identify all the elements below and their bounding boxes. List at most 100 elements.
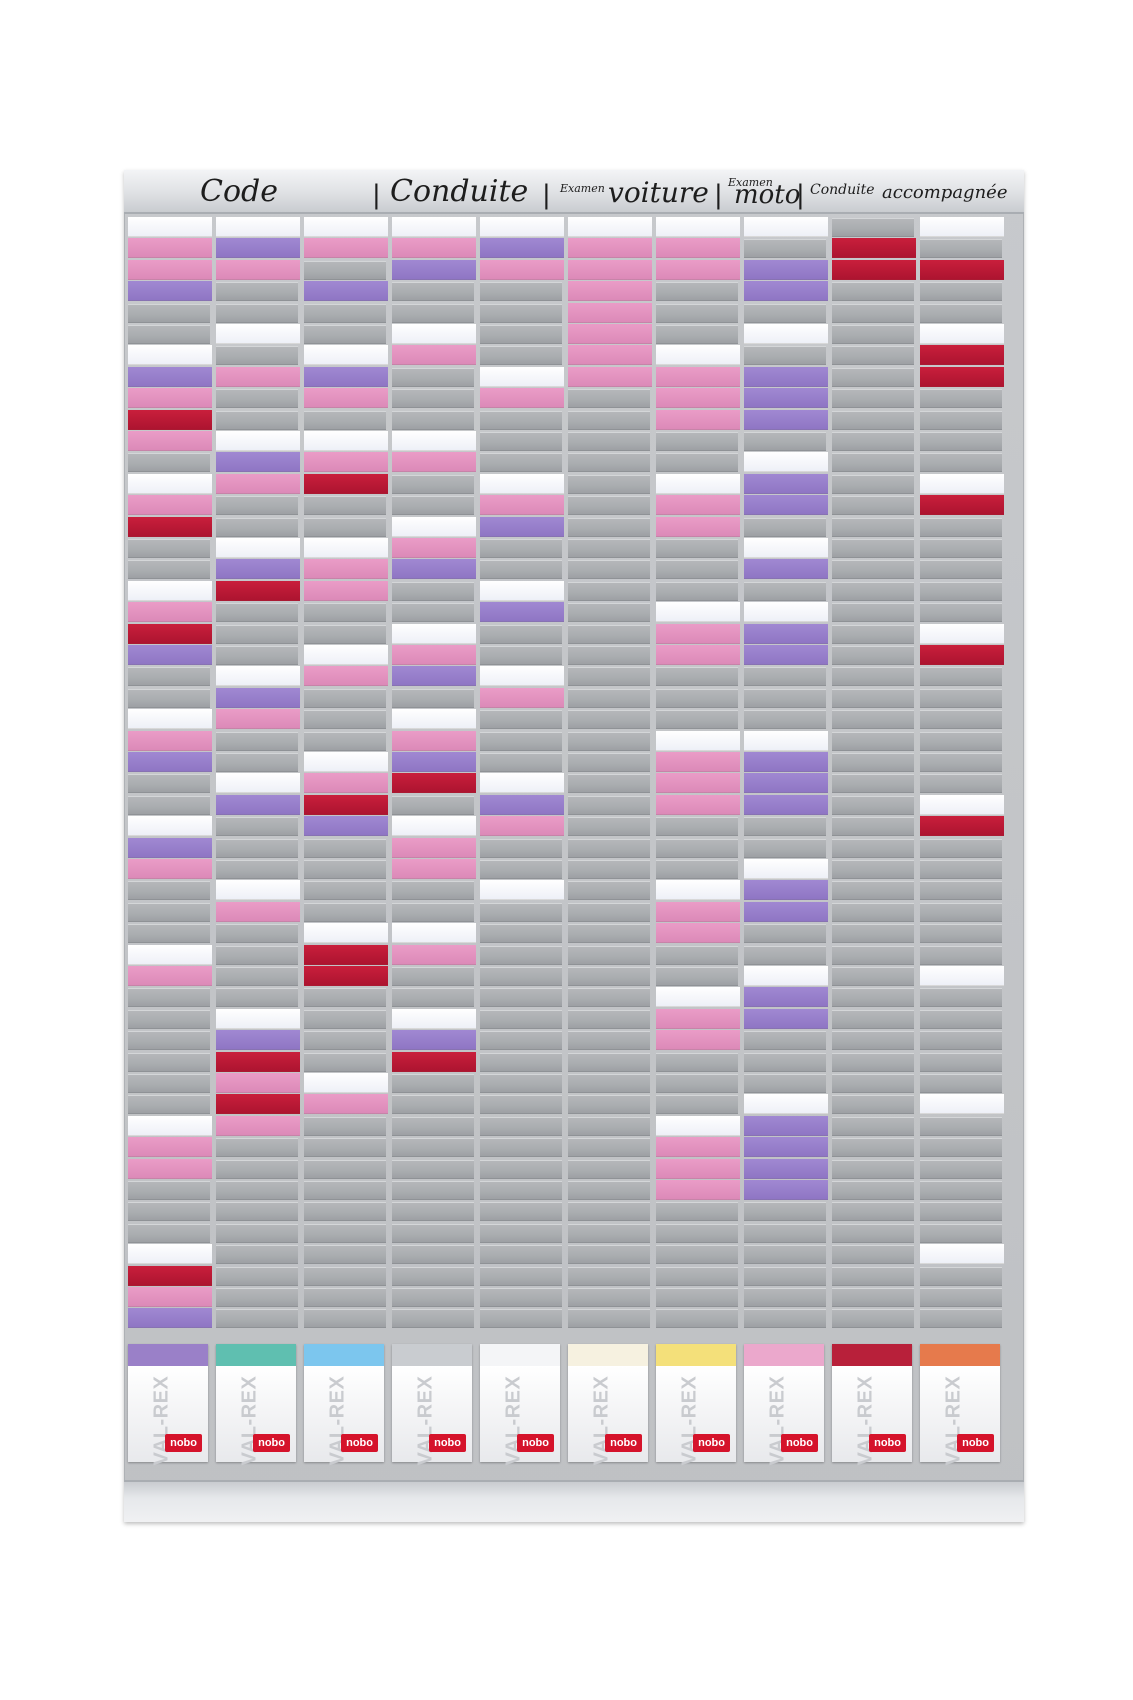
t-card-purple[interactable] — [216, 1030, 300, 1051]
t-card-white[interactable] — [128, 217, 212, 237]
t-card-red[interactable] — [392, 773, 476, 794]
t-card-pink[interactable] — [128, 1137, 212, 1158]
t-card-red[interactable] — [304, 966, 388, 986]
t-card-red[interactable] — [920, 366, 1004, 387]
t-card-purple[interactable] — [744, 880, 828, 901]
t-card-purple[interactable] — [744, 495, 828, 516]
t-card-white[interactable] — [304, 645, 388, 665]
t-card-pink[interactable] — [656, 409, 740, 430]
t-card-pink[interactable] — [304, 773, 388, 794]
t-card-white[interactable] — [304, 345, 388, 366]
t-card-purple[interactable] — [128, 1308, 212, 1329]
t-card-white[interactable] — [744, 859, 828, 879]
t-card-pink[interactable] — [216, 1115, 300, 1136]
t-card-pink[interactable] — [480, 495, 564, 516]
t-card-purple[interactable] — [216, 794, 300, 815]
t-card-pink[interactable] — [392, 538, 476, 558]
t-card-pink[interactable] — [656, 259, 740, 280]
t-card-pink[interactable] — [656, 1008, 740, 1029]
t-card-purple[interactable] — [128, 837, 212, 858]
t-card-red[interactable] — [392, 1051, 476, 1072]
t-card-white[interactable] — [304, 217, 388, 237]
t-card-purple[interactable] — [744, 259, 828, 280]
t-card-white[interactable] — [480, 880, 564, 901]
t-card-pink[interactable] — [392, 645, 476, 665]
t-card-pink[interactable] — [568, 259, 652, 280]
t-card-pink[interactable] — [392, 452, 476, 473]
t-card-white[interactable] — [480, 773, 564, 794]
t-card-white[interactable] — [480, 666, 564, 687]
t-card-pink[interactable] — [128, 730, 212, 751]
t-card-white[interactable] — [656, 473, 740, 494]
t-card-purple[interactable] — [744, 366, 828, 387]
t-card-pink[interactable] — [128, 602, 212, 623]
t-card-white[interactable] — [128, 1115, 212, 1136]
t-card-pink[interactable] — [656, 238, 740, 259]
t-card-purple[interactable] — [392, 752, 476, 772]
t-card-white[interactable] — [216, 773, 300, 794]
t-card-red[interactable] — [216, 1051, 300, 1072]
t-card-pink[interactable] — [216, 259, 300, 280]
t-card-purple[interactable] — [744, 623, 828, 644]
t-card-white[interactable] — [656, 217, 740, 237]
card-storage-box[interactable]: VAL-REX nobo — [744, 1344, 824, 1466]
t-card-pink[interactable] — [568, 281, 652, 302]
t-card-purple[interactable] — [304, 281, 388, 302]
t-card-pink[interactable] — [568, 345, 652, 366]
t-card-white[interactable] — [392, 324, 476, 344]
t-card-purple[interactable] — [744, 752, 828, 772]
t-card-purple[interactable] — [480, 794, 564, 815]
t-card-pink[interactable] — [128, 259, 212, 280]
t-card-purple[interactable] — [216, 452, 300, 473]
t-card-red[interactable] — [920, 259, 1004, 280]
t-card-pink[interactable] — [656, 901, 740, 922]
t-card-white[interactable] — [216, 1008, 300, 1029]
t-card-red[interactable] — [304, 473, 388, 494]
t-card-pink[interactable] — [216, 709, 300, 730]
t-card-pink[interactable] — [216, 473, 300, 494]
t-card-purple[interactable] — [744, 987, 828, 1008]
t-card-pink[interactable] — [304, 1094, 388, 1115]
t-card-purple[interactable] — [216, 559, 300, 580]
t-card-white[interactable] — [216, 538, 300, 558]
t-card-white[interactable] — [304, 923, 388, 944]
t-card-purple[interactable] — [744, 794, 828, 815]
t-card-pink[interactable] — [656, 1180, 740, 1200]
t-card-white[interactable] — [744, 1094, 828, 1115]
t-card-white[interactable] — [392, 1008, 476, 1029]
t-card-pink[interactable] — [656, 1030, 740, 1051]
t-card-white[interactable] — [392, 923, 476, 944]
t-card-purple[interactable] — [744, 1158, 828, 1179]
t-card-purple[interactable] — [744, 388, 828, 409]
t-card-white[interactable] — [480, 580, 564, 601]
t-card-white[interactable] — [216, 431, 300, 451]
t-card-pink[interactable] — [128, 859, 212, 879]
t-card-purple[interactable] — [744, 409, 828, 430]
t-card-white[interactable] — [744, 730, 828, 751]
t-card-purple[interactable] — [392, 666, 476, 687]
t-card-white[interactable] — [128, 944, 212, 965]
t-card-white[interactable] — [216, 324, 300, 344]
t-card-red[interactable] — [128, 409, 212, 430]
t-card-purple[interactable] — [216, 238, 300, 259]
t-card-purple[interactable] — [744, 901, 828, 922]
t-card-white[interactable] — [744, 324, 828, 344]
t-card-red[interactable] — [832, 259, 916, 280]
t-card-white[interactable] — [128, 1244, 212, 1265]
t-card-red[interactable] — [920, 816, 1004, 837]
t-card-white[interactable] — [656, 730, 740, 751]
t-card-pink[interactable] — [392, 730, 476, 751]
t-card-purple[interactable] — [392, 559, 476, 580]
t-card-purple[interactable] — [392, 1030, 476, 1051]
t-card-purple[interactable] — [480, 238, 564, 259]
t-card-purple[interactable] — [304, 366, 388, 387]
t-card-pink[interactable] — [656, 388, 740, 409]
t-card-white[interactable] — [920, 794, 1004, 815]
t-card-pink[interactable] — [304, 666, 388, 687]
t-card-pink[interactable] — [216, 1073, 300, 1093]
t-card-white[interactable] — [304, 431, 388, 451]
t-card-pink[interactable] — [304, 580, 388, 601]
t-card-pink[interactable] — [392, 944, 476, 965]
t-card-pink[interactable] — [128, 495, 212, 516]
t-card-pink[interactable] — [392, 345, 476, 366]
